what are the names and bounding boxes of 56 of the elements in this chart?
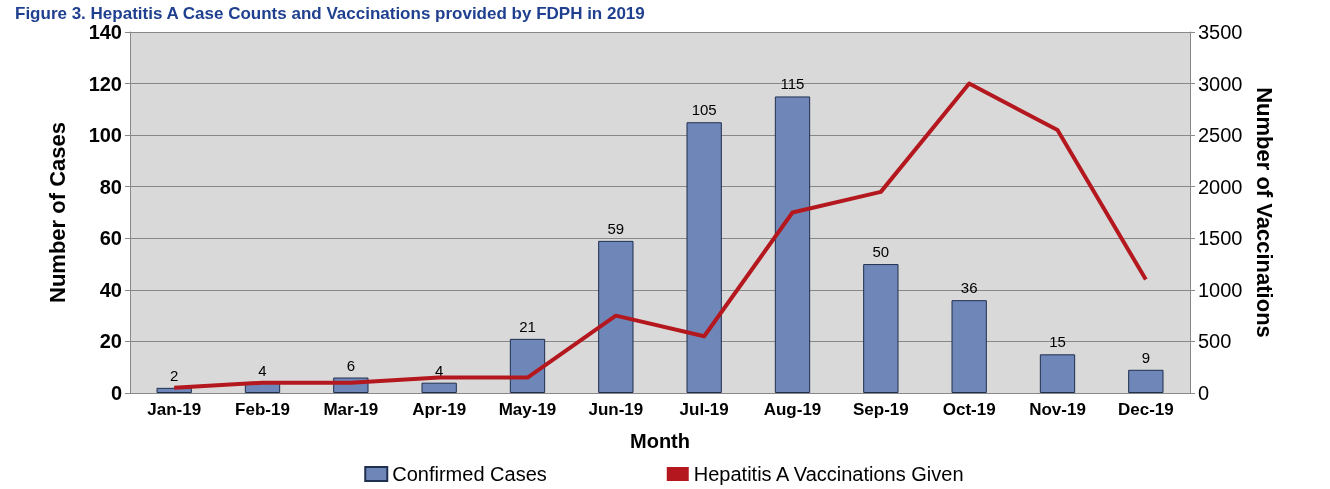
data-label: 50 — [872, 243, 890, 261]
x-tick-label: Dec-19 — [1117, 400, 1174, 419]
x-tick-label: May-19 — [498, 400, 557, 419]
data-label: 4 — [434, 361, 444, 379]
x-tick-label: Aug-19 — [763, 400, 822, 419]
x-tick-label: Jun-19 — [588, 400, 644, 419]
y2-tick-label: 2000 — [1198, 175, 1243, 198]
legend-label: Hepatitis A Vaccinations Given — [693, 463, 964, 485]
x-tick-label: Jul-19 — [679, 400, 729, 419]
data-label: 9 — [1141, 348, 1151, 366]
y2-tick-label: 500 — [1198, 330, 1232, 353]
y2-axis-title: Number of Vaccinations — [1251, 87, 1277, 338]
data-label: 115 — [780, 75, 805, 93]
y2-tick-label: 1500 — [1198, 227, 1243, 250]
y-tick-label: 100 — [88, 124, 122, 147]
line-series — [172, 81, 1148, 390]
bar — [509, 338, 546, 393]
data-label: 6 — [346, 356, 356, 374]
y2-tick-label: 3500 — [1198, 21, 1243, 43]
y-tick-label: 40 — [99, 278, 122, 301]
chart-title: Figure 3. Hepatitis A Case Counts and Vaccinations provided by FDPH in 2019 — [15, 4, 645, 23]
y2-tick-label: 1000 — [1198, 278, 1243, 301]
data-label: 2 — [169, 366, 179, 384]
x-tick-label: Feb-19 — [235, 400, 290, 419]
y-tick-label: 20 — [99, 330, 122, 353]
bar — [1128, 369, 1164, 393]
x-tick-label: Mar-19 — [323, 400, 379, 419]
x-tick-label: Apr-19 — [412, 400, 467, 419]
bar — [1039, 354, 1076, 393]
y-tick-label: 120 — [88, 72, 122, 95]
y-tick-label: 60 — [99, 227, 122, 250]
data-label: 36 — [960, 279, 978, 297]
x-tick-label: Jan-19 — [147, 400, 202, 419]
x-tick-label: Sep-19 — [852, 400, 909, 419]
data-label: 4 — [258, 361, 267, 379]
y-tick-label: 140 — [88, 21, 122, 43]
data-label: 15 — [1049, 333, 1066, 351]
y-axis-title: Number of Cases — [44, 122, 70, 303]
bar — [774, 96, 811, 393]
x-axis-title: Month — [630, 430, 690, 452]
x-tick-label: Nov-19 — [1029, 400, 1086, 419]
data-label: 59 — [607, 219, 625, 237]
legend-label: Confirmed Cases — [392, 463, 547, 485]
bar — [951, 300, 987, 393]
bar — [421, 382, 457, 393]
x-tick-label: Oct-19 — [942, 400, 996, 419]
data-label: 105 — [691, 101, 717, 119]
bar — [863, 264, 899, 393]
y-tick-label: 0 — [110, 382, 122, 404]
data-label: 21 — [519, 317, 536, 335]
y2-tick-label: 0 — [1198, 382, 1210, 404]
y2-tick-label: 2500 — [1198, 124, 1243, 147]
bar — [686, 122, 722, 393]
y2-tick-label: 3000 — [1198, 72, 1243, 95]
y-tick-label: 80 — [99, 175, 122, 198]
bar — [598, 240, 634, 393]
